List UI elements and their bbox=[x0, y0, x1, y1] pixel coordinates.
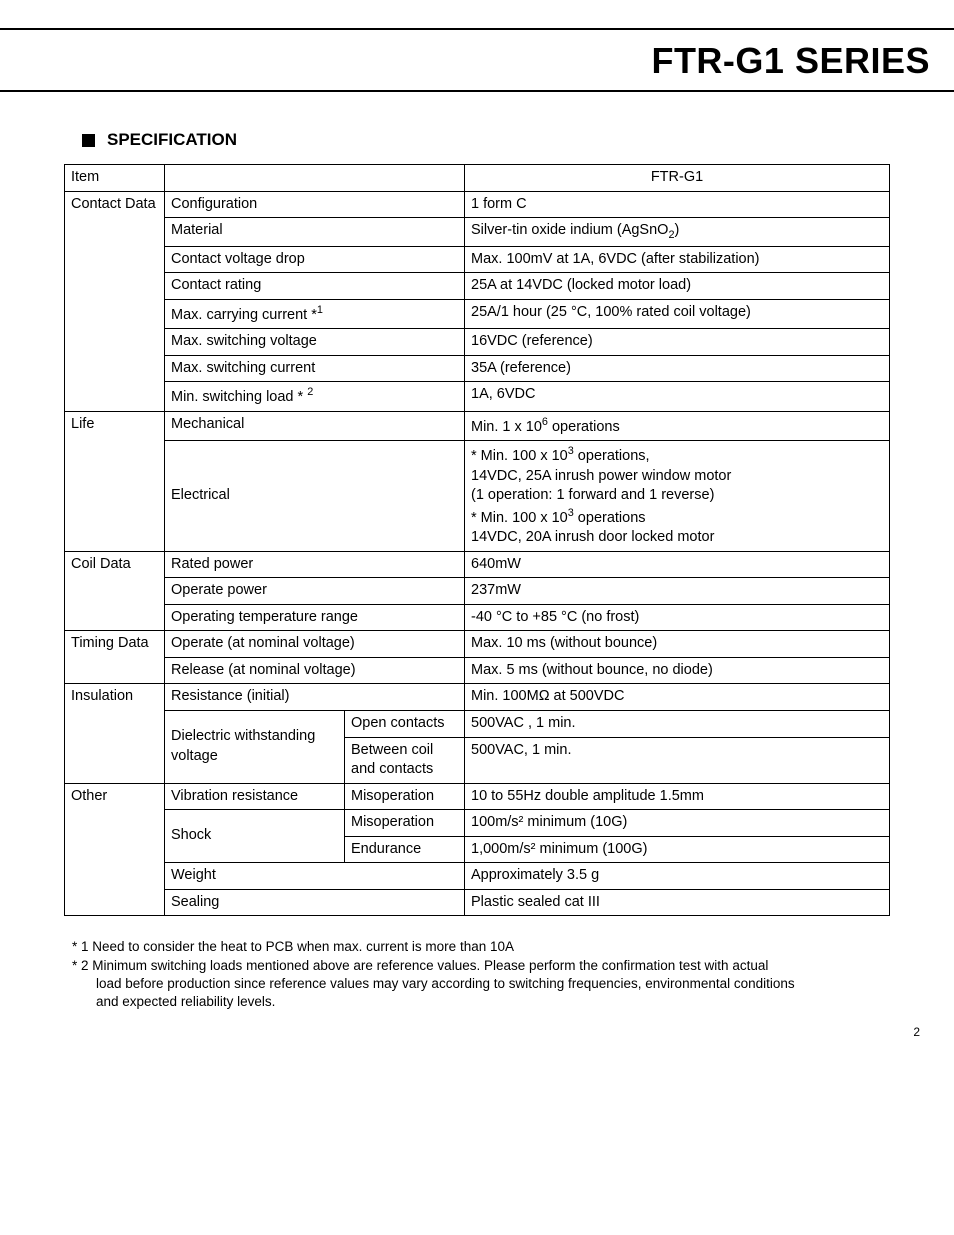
footnotes: * 1 Need to consider the heat to PCB whe… bbox=[72, 938, 890, 1011]
param: Shock bbox=[165, 810, 345, 863]
param: Release (at nominal voltage) bbox=[165, 657, 465, 684]
subparam: Endurance bbox=[345, 836, 465, 863]
table-row: Material Silver-tin oxide indium (AgSnO2… bbox=[65, 218, 890, 247]
param: Operate power bbox=[165, 578, 465, 605]
value: 35A (reference) bbox=[465, 355, 890, 382]
table-row: Release (at nominal voltage) Max. 5 ms (… bbox=[65, 657, 890, 684]
param: Rated power bbox=[165, 551, 465, 578]
table-row: Shock Misoperation 100m/s² minimum (10G) bbox=[65, 810, 890, 837]
table-row: Min. switching load * 2 1A, 6VDC bbox=[65, 382, 890, 411]
value: -40 °C to +85 °C (no frost) bbox=[465, 604, 890, 631]
value: 16VDC (reference) bbox=[465, 329, 890, 356]
value: 1A, 6VDC bbox=[465, 382, 890, 411]
table-row: Max. switching voltage 16VDC (reference) bbox=[65, 329, 890, 356]
param: Min. switching load * 2 bbox=[165, 382, 465, 411]
table-row: Other Vibration resistance Misoperation … bbox=[65, 783, 890, 810]
value: 100m/s² minimum (10G) bbox=[465, 810, 890, 837]
param: Max. switching current bbox=[165, 355, 465, 382]
value: Plastic sealed cat III bbox=[465, 889, 890, 916]
title-row: FTR-G1 SERIES bbox=[0, 30, 954, 90]
section-header: SPECIFICATION bbox=[82, 130, 890, 150]
value: 1,000m/s² minimum (100G) bbox=[465, 836, 890, 863]
header-blank bbox=[165, 165, 465, 192]
table-row: Timing Data Operate (at nominal voltage)… bbox=[65, 631, 890, 658]
subparam: Open contacts bbox=[345, 710, 465, 737]
content: SPECIFICATION Item FTR-G1 Contact Data C… bbox=[0, 92, 954, 1011]
footnote-1: * 1 Need to consider the heat to PCB whe… bbox=[72, 938, 890, 956]
value: 500VAC, 1 min. bbox=[465, 737, 890, 783]
param: Weight bbox=[165, 863, 465, 890]
table-row: Operate power 237mW bbox=[65, 578, 890, 605]
page-title: FTR-G1 SERIES bbox=[651, 40, 930, 82]
value: Approximately 3.5 g bbox=[465, 863, 890, 890]
value: 500VAC , 1 min. bbox=[465, 710, 890, 737]
header-value: FTR-G1 bbox=[465, 165, 890, 192]
value: 1 form C bbox=[465, 191, 890, 218]
param: Vibration resistance bbox=[165, 783, 345, 810]
param: Mechanical bbox=[165, 411, 465, 440]
table-row: Max. carrying current *1 25A/1 hour (25 … bbox=[65, 299, 890, 328]
param: Configuration bbox=[165, 191, 465, 218]
subparam: Misoperation bbox=[345, 783, 465, 810]
param: Max. switching voltage bbox=[165, 329, 465, 356]
footnote-2a: * 2 Minimum switching loads mentioned ab… bbox=[72, 957, 890, 975]
value: Silver-tin oxide indium (AgSnO2) bbox=[465, 218, 890, 247]
group-label: Insulation bbox=[65, 684, 165, 783]
table-row: Max. switching current 35A (reference) bbox=[65, 355, 890, 382]
header-item: Item bbox=[65, 165, 165, 192]
value: 25A at 14VDC (locked motor load) bbox=[465, 273, 890, 300]
param: Resistance (initial) bbox=[165, 684, 465, 711]
table-row: Contact rating 25A at 14VDC (locked moto… bbox=[65, 273, 890, 300]
param: Operate (at nominal voltage) bbox=[165, 631, 465, 658]
section-bullet-icon bbox=[82, 134, 95, 147]
table-row: Contact voltage drop Max. 100mV at 1A, 6… bbox=[65, 246, 890, 273]
page-number: 2 bbox=[913, 1025, 920, 1039]
table-row: Operating temperature range -40 °C to +8… bbox=[65, 604, 890, 631]
table-row: Contact Data Configuration 1 form C bbox=[65, 191, 890, 218]
footnote-2b: load before production since reference v… bbox=[72, 975, 890, 993]
param: Electrical bbox=[165, 441, 465, 551]
param: Dielectric withstanding voltage bbox=[165, 710, 345, 783]
group-label: Other bbox=[65, 783, 165, 916]
subparam: Misoperation bbox=[345, 810, 465, 837]
spec-table: Item FTR-G1 Contact Data Configuration 1… bbox=[64, 164, 890, 916]
param: Contact voltage drop bbox=[165, 246, 465, 273]
subparam: Between coil and contacts bbox=[345, 737, 465, 783]
value: 640mW bbox=[465, 551, 890, 578]
group-label: Coil Data bbox=[65, 551, 165, 631]
value: * Min. 100 x 103 operations, 14VDC, 25A … bbox=[465, 441, 890, 551]
section-title: SPECIFICATION bbox=[107, 130, 237, 150]
table-header: Item FTR-G1 bbox=[65, 165, 890, 192]
table-row: Life Mechanical Min. 1 x 106 operations bbox=[65, 411, 890, 440]
group-label: Contact Data bbox=[65, 191, 165, 411]
group-label: Timing Data bbox=[65, 631, 165, 684]
value: Max. 5 ms (without bounce, no diode) bbox=[465, 657, 890, 684]
value: Min. 1 x 106 operations bbox=[465, 411, 890, 440]
table-row: Coil Data Rated power 640mW bbox=[65, 551, 890, 578]
table-row: Electrical * Min. 100 x 103 operations, … bbox=[65, 441, 890, 551]
value: 25A/1 hour (25 °C, 100% rated coil volta… bbox=[465, 299, 890, 328]
table-row: Insulation Resistance (initial) Min. 100… bbox=[65, 684, 890, 711]
value: Min. 100MΩ at 500VDC bbox=[465, 684, 890, 711]
param: Operating temperature range bbox=[165, 604, 465, 631]
footnote-2c: and expected reliability levels. bbox=[72, 993, 890, 1011]
table-row: Weight Approximately 3.5 g bbox=[65, 863, 890, 890]
param: Contact rating bbox=[165, 273, 465, 300]
value: Max. 100mV at 1A, 6VDC (after stabilizat… bbox=[465, 246, 890, 273]
param: Max. carrying current *1 bbox=[165, 299, 465, 328]
value: 237mW bbox=[465, 578, 890, 605]
param: Sealing bbox=[165, 889, 465, 916]
value: Max. 10 ms (without bounce) bbox=[465, 631, 890, 658]
value: 10 to 55Hz double amplitude 1.5mm bbox=[465, 783, 890, 810]
group-label: Life bbox=[65, 411, 165, 551]
param: Material bbox=[165, 218, 465, 247]
table-row: Dielectric withstanding voltage Open con… bbox=[65, 710, 890, 737]
page: FTR-G1 SERIES SPECIFICATION Item FTR-G1 … bbox=[0, 28, 954, 1051]
table-row: Sealing Plastic sealed cat III bbox=[65, 889, 890, 916]
